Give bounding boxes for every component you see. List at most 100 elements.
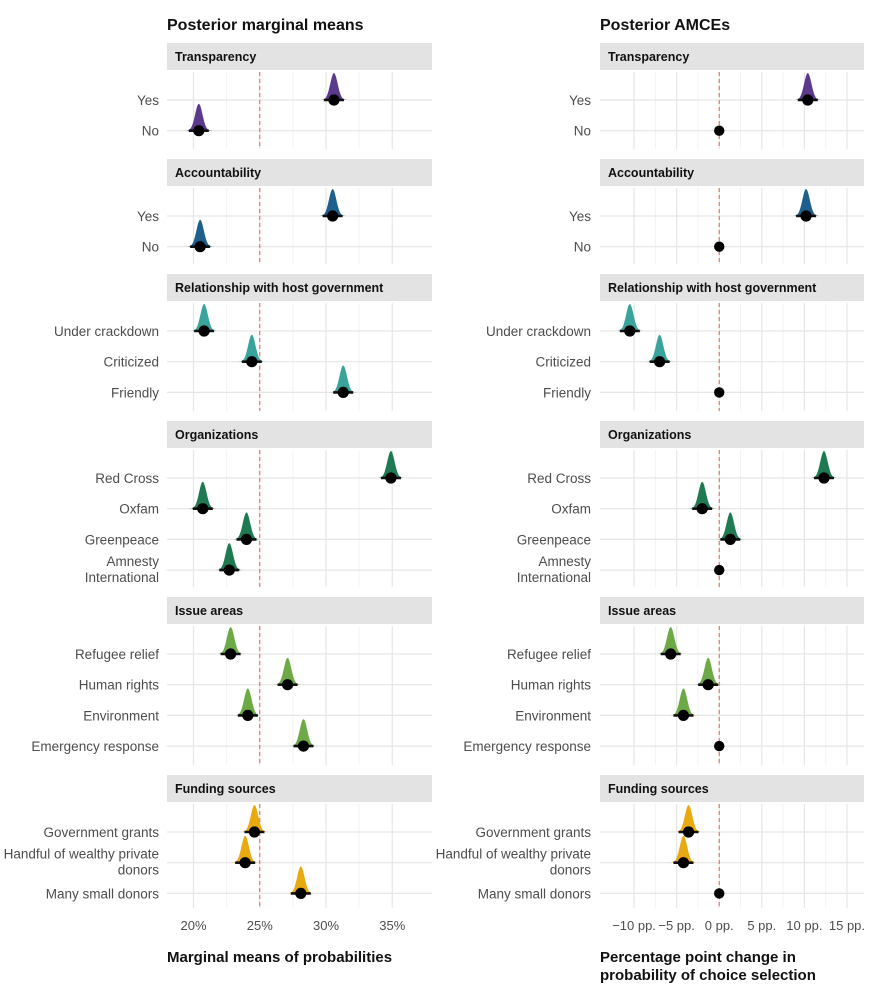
facet-organizations: Organizations Red Cross Oxfam Greenpeace Amn… [85, 421, 432, 587]
facet-strip [600, 421, 864, 448]
x-tick-label: 20% [180, 918, 206, 933]
facet-strip-label: Transparency [608, 50, 689, 64]
posterior-density [318, 189, 347, 216]
facet-strip [600, 775, 864, 802]
posterior-density [289, 719, 318, 747]
level-label: No [574, 124, 591, 139]
panel-2: Posterior AMCEs Percentage point change i… [436, 17, 865, 984]
level-label: No [142, 240, 159, 255]
posterior-point [246, 356, 258, 368]
facet-funding-sources: Funding sources Government grants Handful … [4, 775, 432, 908]
level-label: Oxfam [119, 502, 159, 517]
facet-strip-label: Accountability [175, 166, 261, 180]
posterior-density [791, 189, 821, 216]
facet-strip [167, 775, 432, 802]
posterior-density [615, 304, 645, 331]
posterior-point [818, 472, 830, 484]
facet-transparency: Transparency Yes No [569, 43, 864, 149]
posterior-point [194, 241, 206, 253]
level-label: Many small donors [478, 886, 592, 901]
posterior-density [809, 451, 839, 478]
posterior-density [232, 512, 261, 540]
x-tick-label: −5 pp. [658, 918, 695, 933]
level-label: Emergency response [463, 739, 591, 754]
facet-strip-label: Funding sources [608, 782, 709, 796]
level-label: Oxfam [551, 502, 591, 517]
posterior-density [286, 866, 316, 894]
level-label: Yes [569, 209, 591, 224]
level-label: Red Cross [95, 471, 159, 486]
posterior-point [198, 325, 210, 337]
facet-strip [167, 274, 432, 301]
posterior-point [802, 94, 814, 106]
facet-strip [600, 597, 864, 624]
posterior-point [696, 503, 708, 515]
x-tick-label: 25% [247, 918, 273, 933]
level-label: Government grants [475, 825, 591, 840]
level-label: Criticized [103, 355, 159, 370]
facet-relationship-with-host-government: Relationship with host government Under c… [486, 274, 864, 411]
level-label: Greenpeace [85, 532, 159, 547]
posterior-density [376, 451, 406, 478]
level-label: Yes [137, 93, 159, 108]
reference-point [714, 387, 725, 398]
x-tick-label: −10 pp. [612, 918, 656, 933]
level-label: Government grants [43, 825, 159, 840]
level-label: Handful of wealthy private donors [4, 847, 160, 878]
level-label: Human rights [79, 678, 160, 693]
facet-strip [600, 274, 864, 301]
facet-strip-label: Transparency [175, 50, 256, 64]
posterior-point [800, 210, 812, 222]
posterior-point [702, 679, 714, 691]
x-tick-label: 35% [379, 918, 405, 933]
posterior-point [337, 386, 349, 398]
panel-1: Posterior marginal means Marginal means o… [4, 17, 432, 966]
x-tick-label: 5 pp. [747, 918, 776, 933]
posterior-density [237, 334, 267, 362]
posterior-point [223, 564, 235, 576]
level-label: Yes [569, 93, 591, 108]
level-label: Under crackdown [54, 324, 159, 339]
posterior-point [240, 533, 253, 546]
x-tick-label: 15 pp. [829, 918, 865, 933]
level-label: Friendly [111, 385, 159, 400]
x-tick-label: 10 pp. [786, 918, 822, 933]
posterior-point [665, 648, 677, 660]
level-label: Environment [515, 708, 591, 723]
posterior-point [677, 857, 690, 869]
x-axis-title: Percentage point change in probability of… [600, 949, 816, 984]
panel-title: Posterior AMCEs [600, 17, 730, 34]
facet-transparency: Transparency Yes No [137, 43, 432, 149]
level-label: Refugee relief [507, 647, 591, 662]
reference-point [714, 740, 725, 752]
posterior-density [189, 304, 219, 331]
posterior-point [197, 503, 209, 515]
facet-relationship-with-host-government: Relationship with host government Under c… [54, 274, 432, 411]
x-tick-label: 0 pp. [705, 918, 734, 933]
posterior-density [240, 805, 269, 832]
posterior-density [716, 512, 745, 540]
facet-strip [167, 597, 432, 624]
facet-strip-label: Issue areas [175, 604, 243, 618]
reference-point [714, 125, 725, 136]
level-label: Environment [83, 708, 159, 723]
level-label: Emergency response [31, 739, 159, 754]
posterior-density [793, 73, 823, 100]
level-label: Human rights [511, 678, 592, 693]
level-label: Many small donors [46, 886, 160, 901]
posterior-point [239, 857, 251, 869]
posterior-point [193, 125, 205, 137]
posterior-density [693, 657, 723, 685]
facet-strip-label: Relationship with host government [608, 281, 817, 295]
level-label: Amnesty International [517, 554, 592, 585]
facet-strip [167, 43, 432, 70]
level-label: No [142, 124, 159, 139]
posterior-point [328, 94, 340, 106]
posterior-point [248, 826, 261, 838]
posterior-density [185, 219, 215, 247]
reference-point [714, 241, 725, 252]
posterior-density [319, 73, 349, 100]
posterior-point [295, 887, 307, 900]
facet-strip-label: Funding sources [175, 782, 276, 796]
